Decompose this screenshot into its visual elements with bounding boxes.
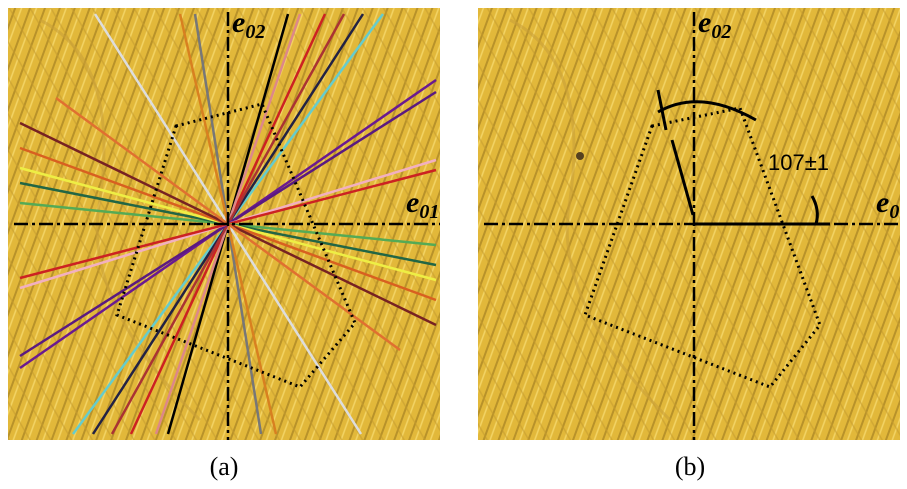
panel-b: 107±1 e02 e0 (b) bbox=[478, 6, 900, 481]
panel-a: e02 e01 (a) bbox=[8, 6, 440, 481]
caption: (a) bbox=[210, 452, 239, 481]
caption: (b) bbox=[675, 452, 705, 481]
defect bbox=[576, 152, 584, 160]
figure: e02 e01 (a) 107±1 e02 e0 (b) bbox=[0, 0, 907, 489]
angle-label: 107±1 bbox=[768, 150, 829, 175]
